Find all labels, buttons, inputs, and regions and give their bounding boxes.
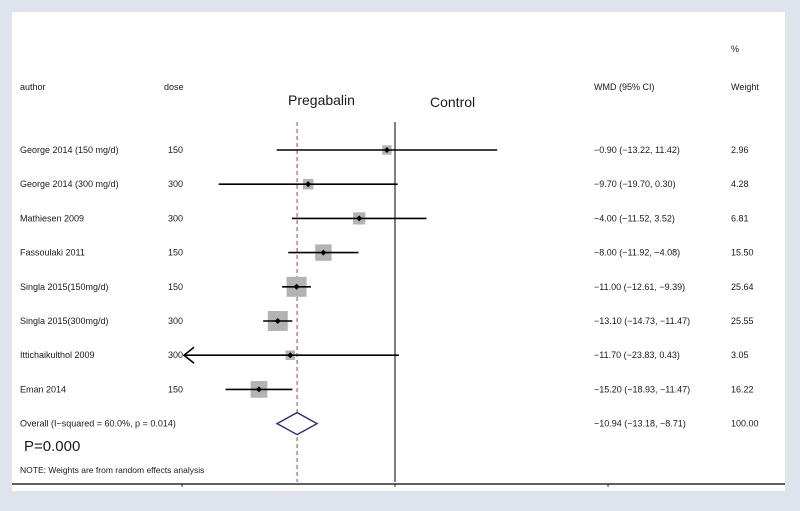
forest-plot-svg: author dose WMD (95% CI) % Weight Pregab… bbox=[12, 44, 785, 487]
study-point-estimate bbox=[320, 249, 327, 256]
study-ci-text: −11.00 (−12.61, −9.39) bbox=[594, 282, 685, 292]
study-dose: 300 bbox=[168, 316, 183, 326]
study-dose: 150 bbox=[168, 384, 183, 394]
study-dose: 150 bbox=[168, 248, 183, 258]
study-dose: 300 bbox=[168, 350, 183, 360]
weights-note: NOTE: Weights are from random effects an… bbox=[20, 465, 204, 475]
study-rows: George 2014 (150 mg/d) 150 −0.90 (−13.22, … bbox=[20, 145, 754, 398]
forest-plot-panel: author dose WMD (95% CI) % Weight Pregab… bbox=[12, 12, 785, 491]
x-axis: -23.8023.8 bbox=[12, 483, 785, 487]
overall-weight: 100.00 bbox=[731, 419, 759, 429]
study-point-estimate bbox=[305, 181, 312, 188]
study-row: George 2014 (300 mg/d) 300 −9.70 (−19.70, … bbox=[20, 178, 749, 190]
study-row: Singla 2015(150mg/d) 150 −11.00 (−12.61, −… bbox=[20, 276, 754, 297]
study-row: Ittichaikulthol 2009 300 −11.70 (−23.83, 0… bbox=[20, 346, 749, 364]
study-point-estimate bbox=[287, 352, 294, 359]
study-weight: 2.96 bbox=[731, 145, 749, 155]
study-author: Ittichaikulthol 2009 bbox=[20, 350, 95, 360]
study-author: George 2014 (150 mg/d) bbox=[20, 145, 119, 155]
ci-truncation-arrow bbox=[182, 346, 195, 364]
study-ci-text: −11.70 (−23.83, 0.43) bbox=[594, 350, 680, 360]
side-label-pregabalin: Pregabalin bbox=[288, 92, 355, 108]
study-author: Eman 2014 bbox=[20, 384, 66, 394]
study-dose: 300 bbox=[168, 179, 183, 189]
study-dose: 150 bbox=[168, 282, 183, 292]
study-weight: 3.05 bbox=[731, 350, 749, 360]
header-wmd: WMD (95% CI) bbox=[594, 82, 655, 92]
study-author: Singla 2015(300mg/d) bbox=[20, 316, 109, 326]
study-row: George 2014 (150 mg/d) 150 −0.90 (−13.22, … bbox=[20, 145, 749, 155]
p-value-text: P=0.000 bbox=[24, 438, 80, 455]
study-weight: 25.55 bbox=[731, 316, 754, 326]
reference-lines bbox=[296, 122, 396, 482]
overall-row: Overall (I−squared = 60.0%, p = 0.014) −1… bbox=[20, 411, 759, 436]
study-row: Mathiesen 2009 300 −4.00 (−11.52, 3.52) 6.8… bbox=[20, 212, 749, 225]
study-row: Fassoulaki 2011 150 −8.00 (−11.92, −4.08) 1… bbox=[20, 244, 754, 261]
study-weight: 25.64 bbox=[731, 282, 754, 292]
study-point-estimate bbox=[255, 386, 262, 393]
header-weight: Weight bbox=[731, 82, 759, 92]
study-row: Singla 2015(300mg/d) 300 −13.10 (−14.73, −… bbox=[20, 311, 754, 331]
study-ci-text: −9.70 (−19.70, 0.30) bbox=[594, 179, 676, 189]
study-ci-text: −15.20 (−18.93, −11.47) bbox=[594, 384, 690, 394]
study-weight: 6.81 bbox=[731, 213, 749, 223]
study-author: Singla 2015(150mg/d) bbox=[20, 282, 109, 292]
study-point-estimate bbox=[293, 283, 300, 290]
study-author: Mathiesen 2009 bbox=[20, 213, 84, 223]
side-label-control: Control bbox=[430, 94, 475, 110]
header-author: author bbox=[20, 82, 46, 92]
study-weight: 16.22 bbox=[731, 384, 754, 394]
study-weight: 4.28 bbox=[731, 179, 749, 189]
overall-diamond bbox=[275, 411, 319, 436]
study-ci-text: −8.00 (−11.92, −4.08) bbox=[594, 248, 680, 258]
header-percent: % bbox=[731, 44, 739, 54]
header-dose: dose bbox=[164, 82, 184, 92]
study-dose: 300 bbox=[168, 213, 183, 223]
overall-label: Overall (I−squared = 60.0%, p = 0.014) bbox=[20, 419, 176, 429]
overall-ci-text: −10.94 (−13.18, −8.71) bbox=[594, 419, 686, 429]
study-author: Fassoulaki 2011 bbox=[20, 248, 85, 258]
study-author: George 2014 (300 mg/d) bbox=[20, 179, 119, 189]
study-point-estimate bbox=[383, 147, 390, 153]
study-row: Eman 2014 150 −15.20 (−18.93, −11.47) 16.22 bbox=[20, 381, 754, 398]
study-point-estimate bbox=[274, 318, 281, 324]
study-ci-text: −4.00 (−11.52, 3.52) bbox=[594, 213, 675, 223]
study-ci-text: −0.90 (−13.22, 11.42) bbox=[594, 145, 680, 155]
study-ci-text: −13.10 (−14.73, −11.47) bbox=[594, 316, 690, 326]
study-point-estimate bbox=[356, 215, 363, 222]
study-dose: 150 bbox=[168, 145, 183, 155]
study-weight: 15.50 bbox=[731, 248, 754, 258]
